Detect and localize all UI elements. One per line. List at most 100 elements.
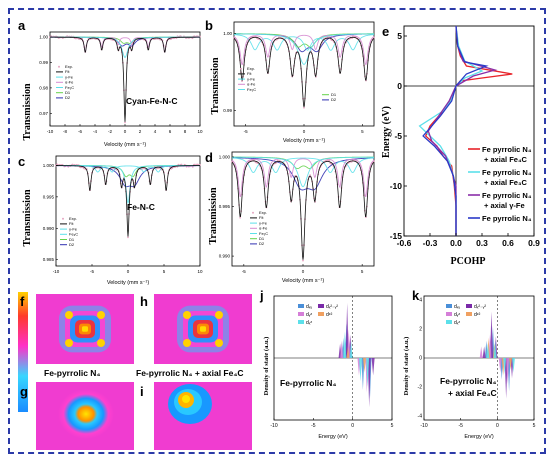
legend-marker: [252, 211, 254, 214]
legend-swatch: [298, 304, 304, 308]
panel-f-map-pattern: [59, 305, 111, 353]
x-tick-label: 0.3: [476, 238, 488, 248]
panel-a-yticks: 1.00 0.99 0.98 0.97: [39, 35, 52, 116]
legend-label: D2: [259, 241, 265, 246]
x-tick-label: 0: [127, 269, 130, 274]
map-lobe: [65, 339, 73, 347]
dos-spike: [498, 358, 502, 373]
legend-label: + axial γ-Fe: [484, 201, 525, 210]
exp-point: [309, 174, 311, 176]
exp-point: [127, 236, 129, 239]
y-tick-label: 0.97: [39, 111, 48, 116]
series-D2-line: [55, 165, 200, 188]
cohp-line: [422, 25, 489, 236]
dos-spike: [479, 346, 483, 358]
y-tick-label: 1.000: [219, 154, 231, 159]
series-FeC-line: [56, 165, 200, 173]
panel-a-sample-label: Cyan-Fe-N-C: [126, 96, 177, 106]
x-tick-label: 0: [303, 129, 306, 134]
y-tick-label: 2: [419, 327, 422, 333]
dos-spike: [482, 346, 486, 358]
series-D2-line: [50, 36, 200, 47]
legend-label: Fit: [247, 71, 252, 76]
panel-j-legend: dₓᵧ dₓ²₋ᵧ² dᵧᶻ dᶻ² dₓᶻ: [298, 304, 338, 326]
panel-f-caption: Fe-pyrrolic N₄: [44, 368, 100, 378]
series-Fe-line: [231, 158, 375, 198]
legend-swatch: [466, 312, 472, 316]
exp-point: [191, 37, 194, 40]
panel-letter-k: k: [412, 288, 420, 303]
legend-label: Fe pyrrolic N₄: [482, 191, 532, 200]
legend-label: dₓᵧ: [306, 304, 312, 310]
legend-label: dₓᵧ: [454, 304, 460, 310]
panel-h-caption: Fe-pyrrolic N₄ + axial Fe₄C: [136, 368, 244, 378]
legend-label: dᵧᶻ: [454, 312, 460, 318]
legend-label: + axial Fe₃C: [484, 178, 527, 187]
legend-label: Fit: [69, 221, 74, 226]
y-tick-label: 0.985: [43, 257, 55, 262]
panel-d-xlabel: Velocity (mm s⁻¹): [282, 278, 324, 284]
figure-frame: [8, 8, 546, 454]
panel-j-plot: [274, 296, 392, 420]
panel-j-xticks: -10 -5 0 5: [270, 418, 394, 429]
y-tick-label: 0.98: [39, 85, 48, 90]
legend-label: Fit: [259, 215, 264, 220]
y-tick-label: 0: [419, 356, 422, 362]
legend-label: dₓᶻ: [306, 320, 312, 326]
x-tick-label: 0.9: [528, 238, 540, 248]
legend-label: γ-Fe: [247, 76, 256, 81]
panel-i: i: [140, 382, 252, 450]
x-tick-label: 6: [169, 129, 172, 134]
legend-label: D2: [65, 95, 71, 100]
x-tick-label: 0.0: [450, 238, 462, 248]
panel-j-label: Fe-pyrrolic N₄: [280, 378, 336, 388]
series-Fit-line: [50, 36, 200, 122]
exp-point: [302, 259, 304, 262]
panel-k-xticks: -10 -5 0 5: [420, 418, 536, 429]
x-tick-label: 5: [391, 423, 394, 429]
x-tick-label: 5: [361, 269, 364, 274]
panel-c-plot: [55, 163, 201, 239]
map-lobe: [183, 311, 191, 319]
y-tick-label: 0.990: [43, 226, 55, 231]
series-Fe-line: [50, 36, 200, 58]
panel-d: d Transmission -5 0 5 1.000 0.995 0.990 Velo…: [205, 150, 375, 284]
legend-swatch: [318, 312, 324, 316]
panel-h: h Fe-pyrrolic N₄ + axial Fe₄C: [136, 294, 252, 378]
map-contour: [82, 326, 88, 332]
series-Fe-line: [232, 156, 374, 188]
dos-spike: [503, 358, 507, 374]
map-lobe: [97, 339, 105, 347]
legend-label: Fe₃C: [259, 231, 268, 236]
exp-point: [56, 163, 58, 166]
panel-g-density-blob: [58, 389, 114, 439]
legend-label: dᶻ²: [474, 312, 481, 318]
y-tick-label: -2: [418, 385, 423, 391]
panel-k-legend: dₓᵧ dₓ²₋ᵧ² dᵧᶻ dᶻ² dₓᶻ: [446, 304, 486, 326]
dos-spike: [362, 358, 366, 373]
series-Fit-line: [56, 165, 200, 237]
y-tick-label: 0.995: [43, 194, 55, 199]
x-tick-label: -10: [270, 423, 277, 429]
panel-f: f Fe-pyrrolic N₄: [20, 294, 134, 378]
panel-k-label-line2: + axial Fe₄C: [448, 388, 497, 398]
x-tick-label: -0.6: [397, 238, 412, 248]
panel-e-xlabel: PCOHP: [451, 256, 486, 267]
x-tick-label: 8: [184, 129, 187, 134]
panel-k-yticks: 4 2 0 -2 -4: [418, 298, 423, 420]
series-Fit-line: [231, 160, 375, 260]
panel-e-plot: [404, 25, 534, 236]
x-tick-label: -2: [108, 129, 112, 134]
panel-e: e Energy (eV) -0.6 -0.3 0.0 0.3 0.6 0.9 5 0 -5 -…: [381, 24, 540, 267]
x-tick-label: 0: [496, 423, 499, 429]
legend-swatch: [446, 320, 452, 324]
y-tick-label: -15: [390, 231, 403, 241]
legend-label: Fe pyrrolic N₄: [482, 145, 532, 154]
y-tick-label: 1.00: [39, 35, 48, 40]
panel-c: c Transmission -10 -5 0 5 10 1.000 0.995 0.990…: [18, 154, 203, 286]
legend-label: Fe₃C: [69, 232, 78, 237]
map-lobe: [65, 311, 73, 319]
panel-a-plot: [49, 35, 201, 124]
